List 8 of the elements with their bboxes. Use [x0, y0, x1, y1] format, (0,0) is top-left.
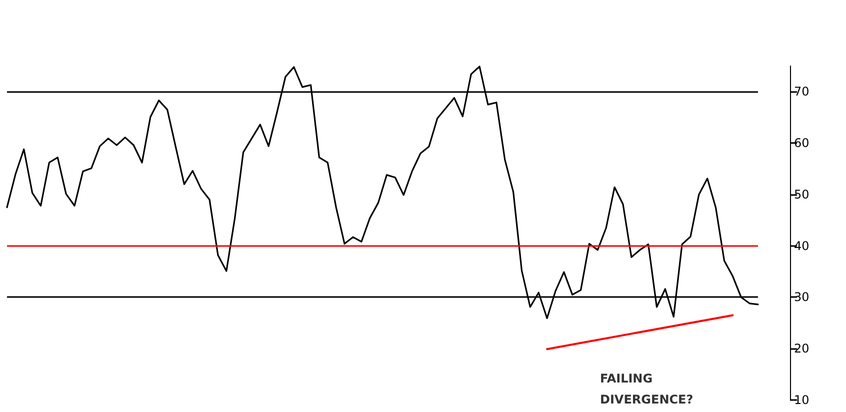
y-tick-label: 50 [794, 187, 810, 202]
annotation: FAILING DIVERGENCE? [600, 372, 694, 406]
y-tick-label: 60 [794, 136, 810, 150]
y-tick-label: 70 [794, 84, 810, 99]
y-tick-label: 30 [794, 290, 810, 304]
y-tick-label: 40 [794, 238, 810, 253]
y-tick-label: 20 [794, 342, 810, 356]
y-tick-label: 10 [794, 393, 810, 407]
